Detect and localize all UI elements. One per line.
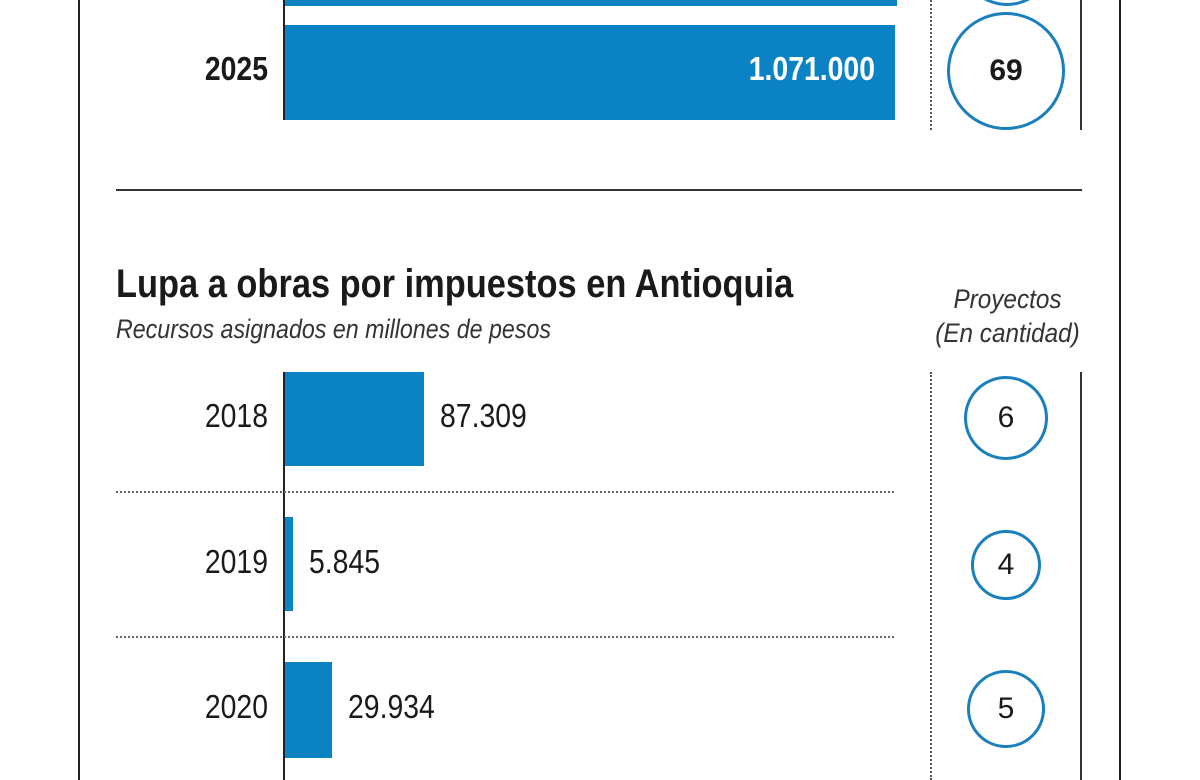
top-chart-axis [283,0,285,120]
bar-2025 [285,25,895,120]
projects-circle-2025: 69 [947,12,1065,130]
value-label-2019: 5.845 [309,543,381,580]
projects-count-2019: 4 [997,548,1015,581]
value-label-2025: 1.071.000 [748,50,875,87]
column-separator [930,372,932,780]
projects-count-2020: 5 [997,692,1015,725]
top-column-separator [930,0,932,130]
previous-bar-partial [285,0,897,6]
projects-circle-2018: 6 [964,376,1048,460]
year-label-2020: 2020 [204,688,268,725]
value-label-2020: 29.934 [348,688,435,725]
frame-left-border [78,0,80,780]
bar-2018 [285,372,424,466]
projects-circle-2019: 4 [971,530,1041,600]
section-divider [116,189,1082,191]
previous-circle-partial [960,0,1054,6]
frame-right-border [1119,0,1121,780]
chart-axis [283,372,285,780]
projects-column-header: Proyectos (En cantidad) [915,282,1100,350]
projects-circle-2020: 5 [967,670,1045,748]
row-divider [116,636,894,638]
right-rule [1080,372,1082,780]
bar-2020 [285,662,332,758]
value-label-2018: 87.309 [440,397,527,434]
projects-count-2025: 69 [989,54,1023,87]
year-label-2018: 2018 [204,397,268,434]
chart-title: Lupa a obras por impuestos en Antioquia [116,262,794,306]
chart-subtitle: Recursos asignados en millones de pesos [116,314,551,344]
year-label-2025: 2025 [204,50,268,87]
projects-header-line1: Proyectos [953,284,1062,314]
projects-header-line2: (En cantidad) [935,318,1080,348]
bar-2019 [285,517,293,611]
projects-count-2018: 6 [997,401,1015,434]
row-divider [116,491,894,493]
year-label-2019: 2019 [204,543,268,580]
top-right-rule [1080,0,1082,130]
